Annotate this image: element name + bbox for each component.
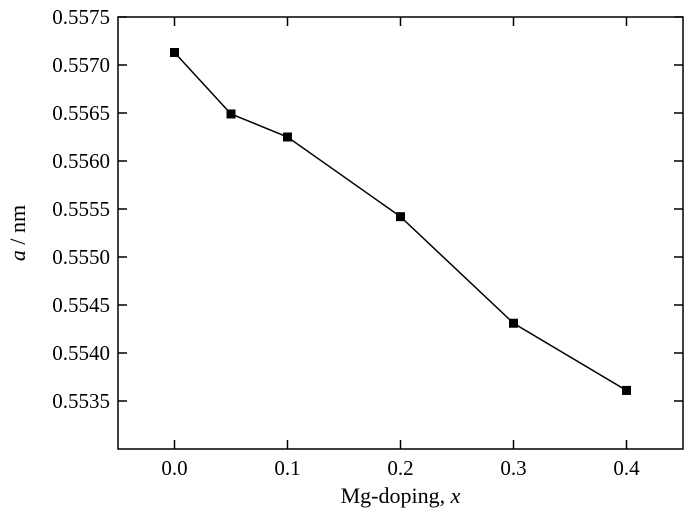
y-tick-label: 0.5550: [52, 245, 110, 269]
data-point: [170, 48, 179, 58]
y-tick-label: 0.5560: [52, 149, 110, 173]
y-axis-title-text: / nm: [5, 205, 30, 250]
y-tick-label: 0.5535: [52, 389, 110, 413]
x-tick-label: 0.0: [161, 456, 187, 480]
series-layer: [170, 48, 631, 395]
data-point: [509, 318, 518, 328]
x-axis-title: Mg-doping, x: [341, 483, 461, 508]
x-axis-title-text: Mg-doping,: [341, 483, 451, 508]
x-axis-title-variable: x: [450, 483, 461, 508]
y-tick-label: 0.5555: [52, 197, 110, 221]
y-axis-title: a / nm: [5, 205, 30, 261]
y-axis-ticks: 0.5535 0.5540 0.5545 0.5550 0.5555 0.5560 0.55…: [52, 5, 683, 413]
x-axis-ticks: 0.0 0.1 0.2 0.3 0.4: [161, 17, 640, 480]
data-point: [622, 385, 631, 395]
y-tick-label: 0.5575: [52, 5, 110, 29]
x-tick-label: 0.4: [613, 456, 640, 480]
y-axis-title-variable: a: [5, 250, 30, 261]
y-tick-label: 0.5540: [52, 341, 110, 365]
plot-frame: [117, 16, 684, 450]
y-tick-label: 0.5545: [52, 293, 110, 317]
series-line: [173, 52, 627, 392]
x-tick-label: 0.2: [387, 456, 413, 480]
data-point: [396, 212, 405, 222]
data-point: [283, 132, 292, 142]
data-point: [226, 109, 236, 119]
y-tick-label: 0.5565: [52, 101, 110, 125]
x-tick-label: 0.1: [274, 456, 300, 480]
x-tick-label: 0.3: [500, 456, 526, 480]
y-tick-label: 0.5570: [52, 53, 110, 77]
